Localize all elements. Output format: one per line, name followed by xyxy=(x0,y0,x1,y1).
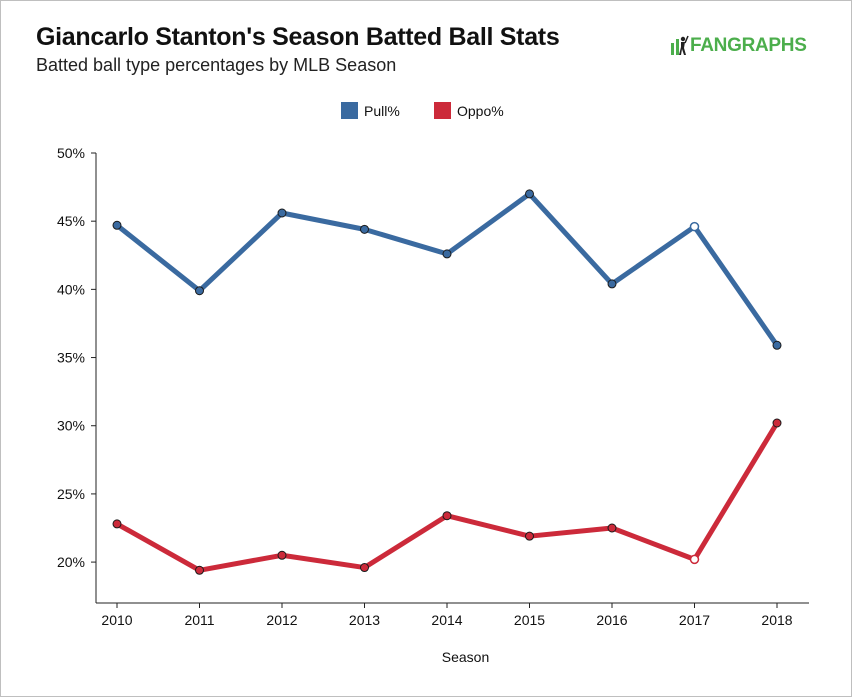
x-tick-label: 2018 xyxy=(761,612,792,628)
logo-text: FANGRAPHS xyxy=(690,35,807,56)
data-point xyxy=(442,249,452,259)
data-point xyxy=(772,418,782,428)
legend-label: Pull% xyxy=(364,103,400,119)
batter-icon xyxy=(671,35,689,55)
data-point xyxy=(689,554,700,565)
data-point xyxy=(360,563,369,573)
data-point xyxy=(360,224,369,234)
x-tick-label: 2011 xyxy=(184,612,214,628)
data-point xyxy=(607,279,617,289)
fangraphs-logo: FANGRAPHS xyxy=(669,35,807,57)
data-point xyxy=(195,565,204,575)
series-line-pull xyxy=(114,191,780,348)
legend-label: Oppo% xyxy=(457,103,504,119)
chart-subtitle: Batted ball type percentages by MLB Seas… xyxy=(36,55,397,75)
data-point xyxy=(112,220,122,230)
data-point xyxy=(607,523,617,533)
x-tick-label: 2016 xyxy=(596,612,627,628)
data-point xyxy=(195,286,204,296)
data-point xyxy=(112,519,122,529)
y-tick-label: 40% xyxy=(57,281,85,297)
data-point xyxy=(277,550,287,560)
y-tick-label: 30% xyxy=(57,418,85,434)
data-point xyxy=(772,340,782,350)
data-point xyxy=(525,189,534,199)
y-tick-label: 45% xyxy=(57,213,85,229)
data-point xyxy=(525,531,534,541)
legend-swatch xyxy=(341,102,358,119)
x-tick-label: 2015 xyxy=(514,612,545,628)
legend-swatch xyxy=(434,102,451,119)
data-point xyxy=(277,208,287,218)
y-tick-label: 20% xyxy=(57,554,85,570)
series-line-oppo xyxy=(114,420,780,573)
x-tick-label: 2010 xyxy=(101,612,132,628)
y-tick-label: 25% xyxy=(57,486,85,502)
x-tick-label: 2012 xyxy=(266,612,297,628)
x-axis-title: Season xyxy=(442,649,489,665)
chart-title: Giancarlo Stanton's Season Batted Ball S… xyxy=(36,23,560,51)
y-tick-label: 50% xyxy=(57,145,85,161)
x-tick-label: 2013 xyxy=(349,612,380,628)
data-point xyxy=(442,511,452,521)
data-point xyxy=(689,221,700,232)
x-tick-label: 2017 xyxy=(679,612,710,628)
x-tick-label: 2014 xyxy=(431,612,462,628)
y-tick-label: 35% xyxy=(57,350,85,366)
